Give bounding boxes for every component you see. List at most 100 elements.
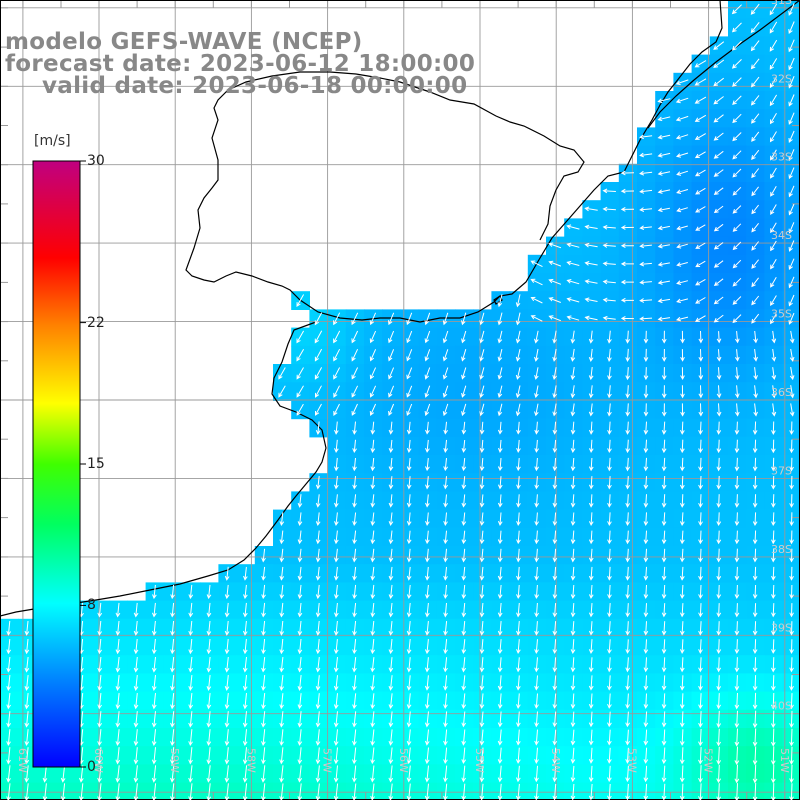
wind-vector-arrow <box>731 22 742 33</box>
wind-vector-arrow <box>770 710 776 729</box>
wind-vector-arrow <box>479 458 485 472</box>
wind-vector-arrow <box>570 512 576 526</box>
wind-vector-arrow <box>133 602 139 618</box>
wind-vector-arrow <box>734 764 740 784</box>
wind-vector-arrow <box>224 675 230 691</box>
wind-vector-arrow <box>188 765 193 783</box>
wind-vector-arrow <box>732 186 742 196</box>
wind-vector-arrow <box>752 675 758 691</box>
wind-vector-arrow <box>242 675 248 691</box>
colorbar-unit-label: [m/s] <box>34 133 71 149</box>
wind-vector-arrow <box>315 512 321 527</box>
wind-vector-arrow <box>479 657 485 673</box>
wind-vector-arrow <box>370 476 376 490</box>
wind-vector-arrow <box>734 657 740 673</box>
wind-vector-arrow <box>97 602 103 618</box>
wind-vector-arrow <box>789 367 795 381</box>
wind-vector-arrow <box>643 330 649 344</box>
wind-vector-arrow <box>789 639 794 654</box>
wind-vector-arrow <box>694 78 707 86</box>
wind-vector-arrow <box>352 675 357 691</box>
wind-vector-arrow <box>406 639 412 655</box>
wind-vector-arrow <box>425 439 430 453</box>
wind-vector-arrow <box>661 639 667 654</box>
wind-vector-arrow <box>552 530 558 545</box>
wind-vector-arrow <box>133 729 139 747</box>
wind-vector-arrow <box>570 439 576 454</box>
wind-vector-arrow <box>661 348 667 362</box>
wind-vector-arrow <box>588 385 594 399</box>
wind-vector-arrow <box>515 747 521 764</box>
wind-vector-arrow <box>24 783 30 800</box>
wind-vector-arrow <box>333 330 341 344</box>
wind-vector-arrow <box>588 566 594 581</box>
wind-vector-arrow <box>279 657 285 673</box>
wind-vector-arrow <box>425 566 430 581</box>
wind-vector-arrow <box>461 476 467 490</box>
wind-vector-arrow <box>206 675 212 691</box>
wind-vector-arrow <box>188 675 194 691</box>
wind-vector-arrow <box>620 170 635 176</box>
valid-date-line: valid date: 2023-06-18 00:00:00 <box>42 73 468 99</box>
wind-vector-arrow <box>261 584 266 600</box>
wind-vector-arrow <box>676 207 688 213</box>
wind-vector-arrow <box>771 475 776 490</box>
wind-vector-arrow <box>657 298 671 304</box>
wind-vector-arrow <box>534 494 540 508</box>
wind-vector-arrow <box>479 765 485 783</box>
wind-vector-arrow <box>770 783 776 800</box>
wind-vector-arrow <box>352 693 357 710</box>
lon-label: 61W <box>16 748 29 773</box>
wind-vector-arrow <box>370 439 376 454</box>
wind-vector-arrow <box>789 693 794 710</box>
wind-vector-arrow <box>584 224 598 230</box>
wind-vector-arrow <box>679 621 685 636</box>
wind-vector-arrow <box>661 566 667 581</box>
wind-vector-arrow <box>625 747 631 764</box>
wind-vector-arrow <box>314 312 323 326</box>
wind-vector-arrow <box>315 693 321 710</box>
wind-vector-arrow <box>115 656 121 673</box>
wind-vector-arrow <box>769 21 778 34</box>
wind-vector-arrow <box>661 421 667 435</box>
wind-vector-arrow <box>769 94 778 107</box>
wind-vector-arrow <box>751 259 759 269</box>
wind-vector-arrow <box>442 367 449 380</box>
wind-vector-arrow <box>771 530 776 545</box>
lat-label: 35S <box>771 308 792 321</box>
wind-vector-arrow <box>602 206 616 212</box>
wind-vector-arrow <box>734 475 740 490</box>
wind-vector-arrow <box>698 728 703 747</box>
wind-vector-arrow <box>315 494 321 508</box>
wind-vector-arrow <box>734 675 740 691</box>
wind-vector-arrow <box>224 638 230 655</box>
wind-vector-arrow <box>497 421 503 435</box>
wind-vector-arrow <box>297 657 303 673</box>
wind-vector-arrow <box>552 403 557 417</box>
wind-vector-arrow <box>261 675 266 691</box>
coastline-path <box>647 0 800 129</box>
wind-vector-arrow <box>643 476 649 490</box>
wind-vector-arrow <box>151 638 157 655</box>
wind-vector-arrow <box>388 602 394 618</box>
wind-vector-arrow <box>297 729 303 746</box>
wind-vector-arrow <box>552 675 558 691</box>
wind-vector-arrow <box>620 297 634 303</box>
wind-vector-arrow <box>334 457 339 472</box>
wind-vector-arrow <box>716 728 722 747</box>
wind-vector-arrow <box>479 385 485 399</box>
wind-vector-arrow <box>625 530 631 545</box>
wind-vector-arrow <box>351 312 359 326</box>
wind-vector-arrow <box>607 512 612 527</box>
wind-vector-arrow <box>732 241 742 251</box>
wind-vector-arrow <box>716 566 722 581</box>
wind-vector-arrow <box>643 385 649 399</box>
wind-vector-arrow <box>60 765 66 783</box>
wind-vector-arrow <box>731 40 742 51</box>
wind-vector-arrow <box>479 639 485 655</box>
coastline-path <box>0 321 327 617</box>
wind-vector-arrow <box>607 747 612 764</box>
wind-vector-arrow <box>406 729 412 746</box>
wind-vector-arrow <box>679 475 685 490</box>
lat-label: 39S <box>771 621 792 634</box>
